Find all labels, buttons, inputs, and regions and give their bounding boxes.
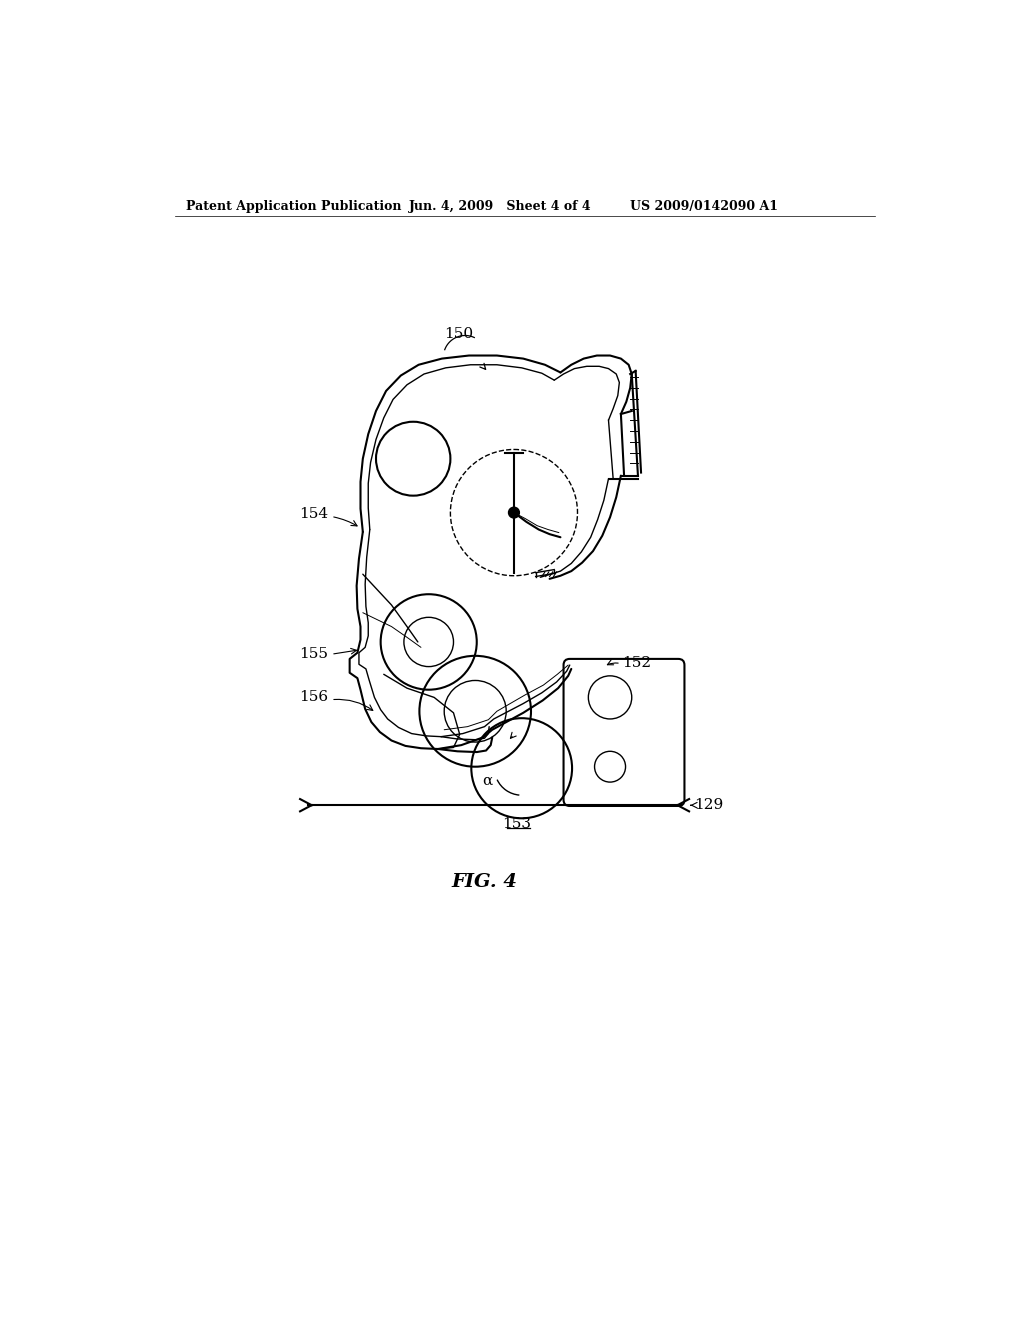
Text: 150: 150: [444, 327, 473, 341]
Text: Jun. 4, 2009   Sheet 4 of 4: Jun. 4, 2009 Sheet 4 of 4: [409, 199, 591, 213]
Circle shape: [509, 507, 519, 517]
Text: 153: 153: [503, 817, 531, 830]
Text: 129: 129: [693, 799, 723, 812]
Text: 155: 155: [299, 647, 328, 661]
Text: 154: 154: [299, 507, 328, 521]
Text: 156: 156: [299, 690, 328, 705]
Text: 152: 152: [623, 656, 651, 669]
Text: α: α: [482, 774, 493, 788]
Text: US 2009/0142090 A1: US 2009/0142090 A1: [630, 199, 778, 213]
Text: Patent Application Publication: Patent Application Publication: [186, 199, 401, 213]
Text: FIG. 4: FIG. 4: [452, 874, 517, 891]
